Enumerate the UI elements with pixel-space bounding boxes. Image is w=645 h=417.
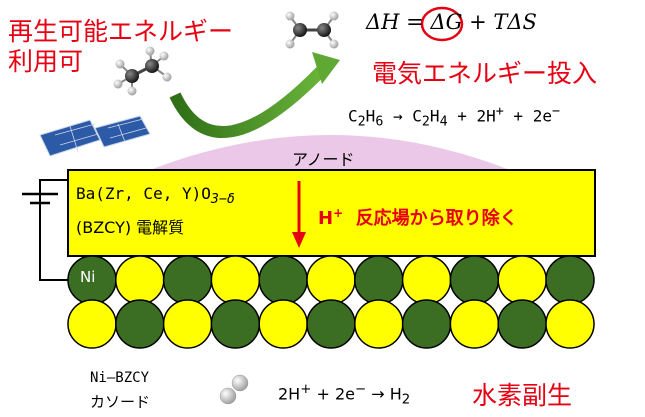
ni-particle <box>354 255 404 305</box>
bzcy-particle <box>258 299 308 349</box>
ethylene-molecule-icon <box>285 11 339 49</box>
ethane-h: H <box>365 106 376 126</box>
bzcy-particle <box>497 255 547 305</box>
bzcy-particle <box>162 299 213 349</box>
electrolyte-formula-sub: 3−δ <box>210 192 235 208</box>
ni-particle <box>497 299 547 349</box>
equals-sign: = <box>406 10 424 34</box>
bzcy-particle <box>401 255 452 305</box>
ni-particle <box>210 299 261 349</box>
proton-term: + 2H <box>447 106 496 126</box>
cathode-electron-charge: − <box>355 382 367 397</box>
cathode-arrow: → <box>366 384 390 404</box>
hydrogen-product: H <box>389 384 402 404</box>
hydrogen-byproduct-label: 水素副生 <box>472 381 573 410</box>
ethylene-h: H <box>429 106 440 126</box>
cathode-label: カソード <box>90 393 151 411</box>
ni-label: Ni <box>80 268 96 286</box>
gibbs-term: ΔG <box>430 10 463 34</box>
renewable-energy-label: 再生可能エネルギー <box>8 17 234 46</box>
hydrogen-product-sub: 2 <box>401 392 411 408</box>
dg-highlight-circle <box>420 6 464 42</box>
ni-particle <box>449 255 500 305</box>
proton-removal-text: 反応場から取り除く <box>355 208 518 229</box>
electron-term: + 2e <box>503 106 552 126</box>
electrolyte-layer <box>67 169 596 257</box>
anode-dome <box>150 135 510 170</box>
bzcy-particle <box>210 255 261 305</box>
bzcy-particle <box>67 299 117 349</box>
ni-particle <box>162 255 213 305</box>
ni-particle <box>258 255 308 305</box>
electron-charge: − <box>551 104 560 119</box>
usable-label: 利用可 <box>8 47 84 76</box>
bzcy-particle <box>449 299 500 349</box>
electrolyte-formula: Ba(Zr, Ce, Y)O3−δ <box>76 184 235 207</box>
cathode-proton: 2H <box>278 384 301 404</box>
proton-symbol: H <box>318 208 334 229</box>
ethylene-h-sub: 4 <box>439 114 448 130</box>
ni-particle <box>545 255 595 305</box>
proton-charge: + <box>495 104 504 119</box>
ethane-c-sub: 2 <box>357 114 366 130</box>
ni-particle <box>115 299 165 349</box>
anode-reaction: C2H6 → C2H4 + 2H+ + 2e− <box>348 104 560 130</box>
cathode-proton-charge: + <box>300 382 312 397</box>
bzcy-particle <box>115 255 165 305</box>
proton-arrow <box>292 181 306 248</box>
bzcy-particle <box>354 299 404 349</box>
bzcy-particle <box>306 255 356 305</box>
electric-input-label: 電気エネルギー投入 <box>372 59 598 88</box>
electrolyte-name: (BZCY) 電解質 <box>76 218 185 237</box>
entropy-term: + TΔS <box>469 10 537 34</box>
ethane-c: C <box>348 106 358 126</box>
ethylene-c-sub: 2 <box>421 114 430 130</box>
ethane-molecule-icon <box>113 46 172 96</box>
bzcy-particle <box>545 299 595 349</box>
cathode-material-label: Ni–BZCY <box>90 370 150 386</box>
external-circuit <box>22 179 68 281</box>
reaction-arrow-text: → <box>383 106 413 126</box>
cathode-reaction: 2H+ + 2e− → H2 <box>278 382 410 408</box>
electrolyte-formula-main: Ba(Zr, Ce, Y)O <box>76 184 211 203</box>
ethylene-c: C <box>412 106 422 126</box>
thermo-equation: ΔH = ΔG + TΔS <box>366 10 537 34</box>
ni-particle <box>401 299 452 349</box>
anode-label: アノード <box>292 150 355 169</box>
cathode-particles <box>67 255 595 349</box>
hydrogen-molecule-icon <box>219 374 249 405</box>
enthalpy-term: ΔH <box>366 10 400 34</box>
proton-symbol-charge: + <box>333 206 344 220</box>
reaction-arrow <box>169 52 340 138</box>
proton-removal-label: H+ 反応場から取り除く <box>318 204 518 230</box>
ethane-h-sub: 6 <box>375 114 384 130</box>
cathode-electron: + 2e <box>311 384 355 404</box>
solar-panel-icon <box>39 115 151 157</box>
ni-particle <box>306 299 356 349</box>
